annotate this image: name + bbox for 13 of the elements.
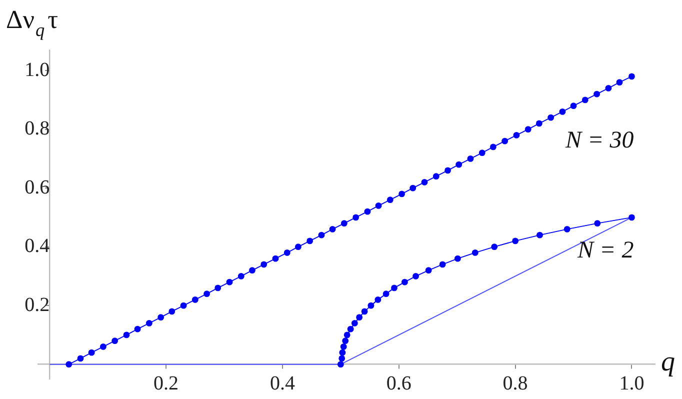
x-tick-label: 0.4	[270, 372, 295, 395]
series-label: N = 2	[576, 237, 634, 264]
x-tick-label: 0.2	[154, 372, 179, 395]
y-tick-label: 0.8	[24, 118, 50, 140]
x-axis-title: q	[661, 346, 675, 378]
y-tick-label: 0.4	[24, 235, 50, 258]
x-tick-label: 1.0	[619, 372, 644, 395]
series-label: N = 30	[564, 127, 634, 154]
y-tick-label: 1.0	[24, 58, 50, 81]
x-tick-label: 0.8	[502, 372, 528, 395]
x-tick-label: 0.6	[386, 372, 412, 395]
y-tick-label: 0.2	[24, 294, 50, 316]
y-tick-label: 0.6	[24, 176, 50, 198]
